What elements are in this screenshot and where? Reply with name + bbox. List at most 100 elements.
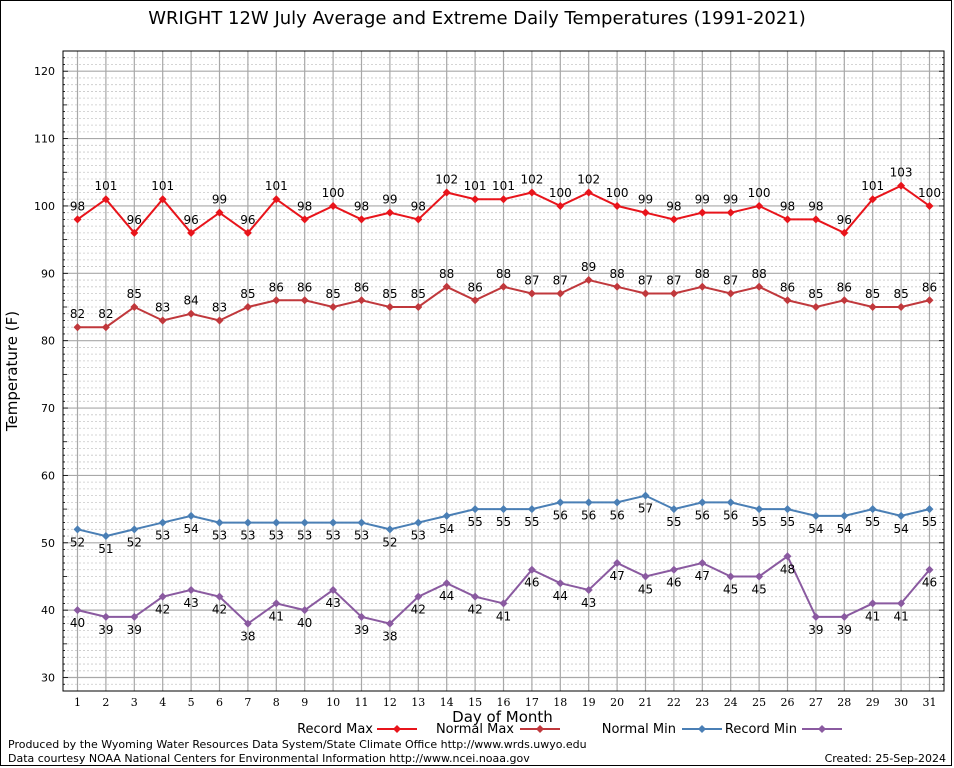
data-label: 39 [354, 623, 369, 637]
x-tick-label: 3 [131, 696, 138, 709]
data-point [272, 518, 281, 527]
data-point [215, 208, 224, 217]
data-label: 86 [297, 280, 312, 294]
legend-label: Record Min [725, 722, 797, 737]
data-point [726, 289, 735, 298]
data-point [527, 505, 536, 514]
data-point [613, 559, 622, 567]
chart-title: WRIGHT 12W July Average and Extreme Dail… [148, 8, 806, 29]
series-normal-min: 52 51 52 53 54 53 53 53 53 53 53 52 53 54 55 55 55 56 56 56… [70, 491, 937, 556]
data-label: 38 [240, 630, 255, 644]
data-point [669, 565, 678, 574]
data-label: 96 [183, 213, 198, 227]
data-label: 86 [922, 280, 937, 294]
data-label: 99 [212, 193, 227, 207]
x-tick-label: 23 [695, 696, 709, 709]
data-label: 43 [183, 596, 198, 610]
data-label: 43 [325, 596, 340, 610]
data-point [357, 612, 366, 621]
data-point [613, 201, 622, 210]
data-point [442, 511, 451, 520]
data-point [641, 208, 650, 217]
data-point [187, 228, 196, 237]
data-point [840, 612, 849, 621]
data-point [329, 585, 338, 594]
data-point [499, 599, 508, 608]
y-tick-label: 40 [41, 604, 55, 617]
data-label: 55 [524, 515, 539, 529]
x-tick-label: 10 [326, 696, 340, 709]
data-label: 82 [70, 307, 85, 321]
data-label: 42 [155, 603, 170, 617]
legend-label: Record Max [297, 722, 373, 737]
data-label: 55 [865, 515, 880, 529]
x-tick-label: 14 [440, 696, 454, 709]
data-label: 56 [581, 508, 596, 522]
data-point [584, 585, 593, 594]
data-point [698, 208, 707, 217]
data-point [442, 579, 451, 588]
data-label: 85 [865, 287, 880, 301]
data-point [584, 276, 593, 285]
legend-marker [818, 725, 826, 733]
data-label: 41 [496, 609, 511, 623]
y-tick-label: 70 [41, 402, 55, 415]
data-point [840, 228, 849, 237]
x-tick-label: 27 [809, 696, 823, 709]
data-point [527, 289, 536, 298]
data-label: 56 [723, 508, 738, 522]
data-point [755, 282, 764, 291]
data-point [726, 208, 735, 217]
data-point [243, 518, 252, 527]
data-label: 101 [861, 179, 884, 193]
data-point [73, 215, 82, 224]
x-tick-label: 30 [894, 696, 908, 709]
data-label: 47 [695, 569, 710, 583]
footer-credit-1: Produced by the Wyoming Water Resources … [8, 738, 587, 751]
data-point [272, 296, 281, 305]
data-label: 57 [638, 502, 653, 516]
data-label: 96 [240, 213, 255, 227]
x-tick-label: 28 [837, 696, 851, 709]
data-point [897, 511, 906, 520]
data-label: 99 [638, 193, 653, 207]
data-label: 83 [155, 300, 170, 314]
series-record-max: 98 101 96 101 96 99 96 101 98 100 98 99 98 102 101 101 1… [70, 166, 941, 237]
data-point [499, 505, 508, 514]
data-point [130, 612, 139, 621]
data-point [641, 572, 650, 581]
data-point [101, 323, 110, 332]
data-label: 42 [467, 603, 482, 617]
y-tick-label: 90 [41, 267, 55, 280]
data-point [755, 201, 764, 210]
data-point [613, 498, 622, 507]
data-label: 53 [325, 529, 340, 543]
y-tick-label: 100 [34, 200, 55, 213]
data-label: 53 [354, 529, 369, 543]
data-label: 55 [751, 515, 766, 529]
data-point [329, 518, 338, 527]
data-point [698, 559, 707, 567]
data-point [414, 215, 423, 224]
data-label: 87 [553, 274, 568, 288]
data-point [187, 309, 196, 318]
data-label: 53 [240, 529, 255, 543]
legend: Record Max Normal Max Normal Min Record Min [297, 722, 842, 737]
data-label: 46 [922, 576, 937, 590]
data-point [556, 579, 565, 588]
data-point [73, 606, 82, 615]
data-point [243, 303, 252, 311]
data-point [187, 585, 196, 594]
data-point [442, 282, 451, 291]
data-point [471, 195, 480, 204]
data-point [300, 215, 309, 224]
x-tick-label: 26 [781, 696, 795, 709]
data-label: 100 [748, 186, 771, 200]
data-label: 87 [666, 274, 681, 288]
data-point [329, 201, 338, 210]
data-label: 56 [609, 508, 624, 522]
data-point [385, 619, 394, 628]
data-point [414, 303, 423, 311]
data-label: 39 [837, 623, 852, 637]
x-tick-label: 13 [411, 696, 425, 709]
